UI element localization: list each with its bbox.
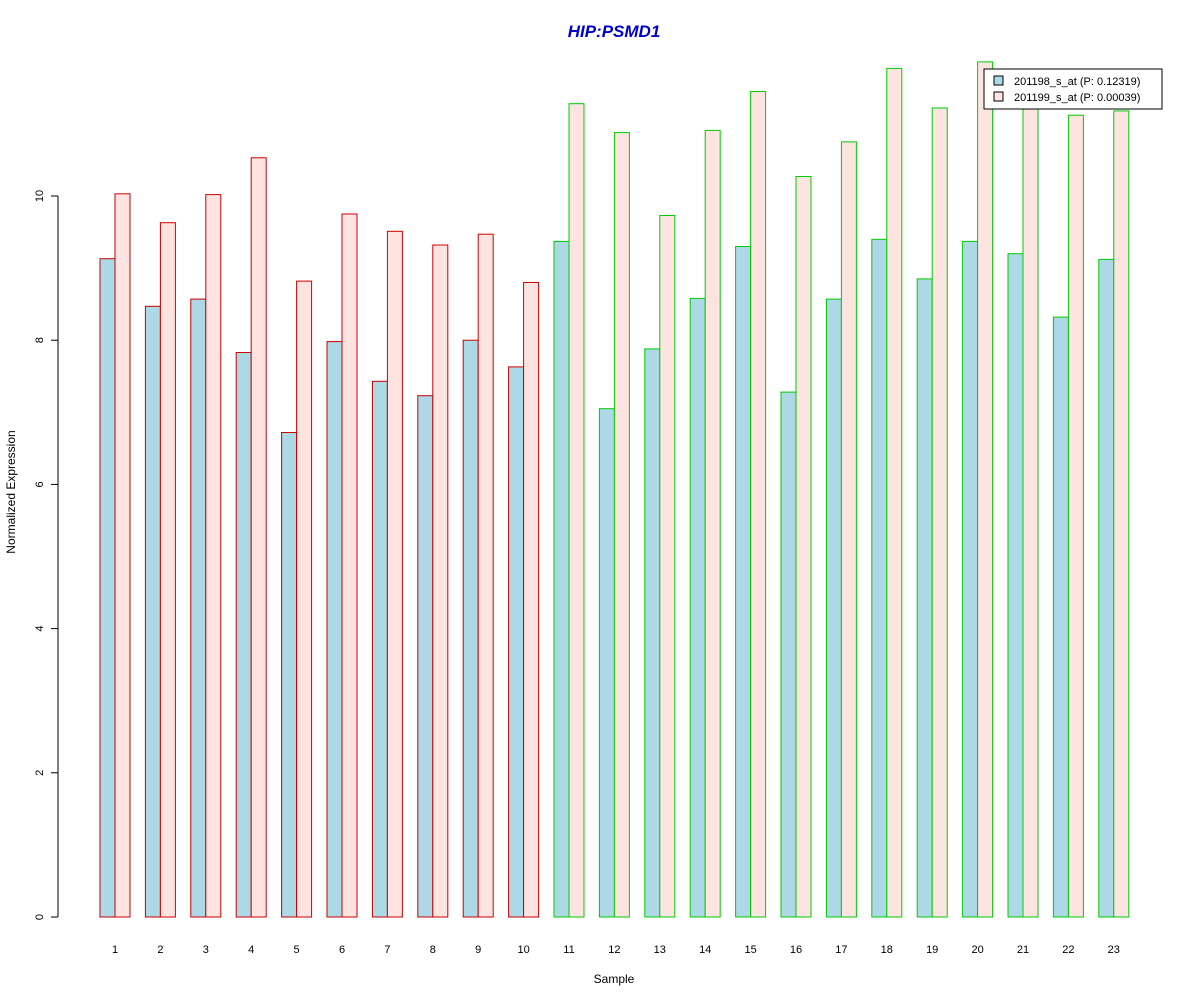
bar-sample-19-series-1: [916, 278, 933, 918]
y-axis-title: Normalized Expression: [4, 430, 18, 553]
bar-sample-11-series-2: [568, 103, 585, 918]
bar-sample-20-series-2: [977, 61, 994, 918]
x-tick-label-9: 9: [475, 944, 481, 956]
bar-sample-5-series-1: [281, 432, 298, 918]
y-tick-label-0: 0: [34, 914, 46, 920]
x-tick-label-12: 12: [608, 944, 620, 956]
bar-sample-2-series-2: [159, 222, 176, 918]
legend-label-1: 201198_s_at (P: 0.12319): [1014, 76, 1140, 88]
x-tick-label-22: 22: [1062, 944, 1074, 956]
x-tick-label-7: 7: [384, 944, 390, 956]
legend-label-2: 201199_s_at (P: 0.00039): [1014, 92, 1140, 104]
bar-sample-13-series-2: [659, 215, 676, 918]
bar-sample-6-series-2: [341, 213, 358, 918]
bar-sample-10-series-2: [523, 282, 540, 918]
bar-sample-18-series-1: [871, 238, 888, 918]
x-tick-label-8: 8: [430, 944, 436, 956]
bar-sample-21-series-1: [1007, 253, 1024, 918]
bar-sample-7-series-1: [371, 380, 388, 918]
x-tick-label-16: 16: [790, 944, 802, 956]
x-tick-label-3: 3: [203, 944, 209, 956]
x-tick-label-10: 10: [517, 944, 529, 956]
x-tick-label-2: 2: [157, 944, 163, 956]
bar-sample-16-series-1: [780, 391, 797, 918]
bar-sample-17-series-1: [825, 298, 842, 918]
bar-sample-1-series-1: [99, 258, 116, 918]
legend: 201198_s_at (P: 0.12319) 201199_s_at (P: …: [983, 68, 1163, 110]
bar-sample-16-series-2: [795, 176, 812, 918]
x-tick-label-17: 17: [835, 944, 847, 956]
bar-sample-23-series-1: [1098, 258, 1115, 918]
bar-sample-14-series-2: [704, 129, 721, 918]
x-tick-label-11: 11: [563, 944, 574, 956]
bar-sample-12-series-2: [613, 132, 630, 918]
y-tick-label-8: 8: [34, 337, 46, 343]
y-tick-label-4: 4: [34, 626, 46, 632]
bar-sample-15-series-1: [735, 246, 752, 918]
legend-box: [983, 68, 1163, 110]
y-tick-label-6: 6: [34, 481, 46, 487]
bar-sample-2-series-1: [144, 305, 161, 918]
bar-sample-12-series-1: [598, 408, 615, 918]
bar-sample-3-series-2: [205, 194, 222, 918]
bar-sample-10-series-1: [508, 366, 525, 918]
bar-sample-8-series-1: [417, 395, 434, 918]
bar-sample-20-series-1: [962, 240, 979, 918]
bar-sample-18-series-2: [886, 67, 903, 918]
bar-sample-5-series-2: [296, 280, 313, 918]
y-axis: 0 2 4 6 8 10: [34, 190, 59, 920]
bar-sample-13-series-1: [644, 348, 661, 918]
bar-sample-6-series-1: [326, 341, 343, 918]
x-tick-label-14: 14: [699, 944, 711, 956]
x-tick-label-6: 6: [339, 944, 345, 956]
bar-sample-17-series-2: [840, 141, 857, 918]
x-tick-label-15: 15: [744, 944, 756, 956]
bar-sample-15-series-2: [750, 91, 767, 918]
bar-sample-1-series-2: [114, 193, 131, 918]
bars-group: [99, 61, 1130, 918]
bar-sample-19-series-2: [931, 107, 948, 918]
legend-swatch-2: [993, 91, 1004, 102]
x-tick-label-19: 19: [926, 944, 938, 956]
bar-sample-22-series-2: [1067, 114, 1084, 918]
y-tick-label-2: 2: [34, 770, 46, 776]
x-tick-label-20: 20: [971, 944, 983, 956]
x-tick-label-5: 5: [294, 944, 300, 956]
bar-sample-9-series-1: [462, 339, 479, 918]
bar-sample-3-series-1: [190, 298, 207, 918]
bar-sample-21-series-2: [1022, 103, 1039, 918]
bar-sample-4-series-1: [235, 352, 252, 918]
bar-sample-4-series-2: [250, 157, 267, 918]
y-tick-label-10: 10: [34, 190, 46, 202]
x-tick-label-4: 4: [248, 944, 254, 956]
x-axis-title: Sample: [594, 972, 635, 986]
bar-sample-7-series-2: [386, 230, 403, 918]
legend-swatch-1: [993, 75, 1004, 86]
x-tick-label-18: 18: [881, 944, 893, 956]
x-tick-label-13: 13: [654, 944, 666, 956]
x-axis-labels: 1 2 3 4 5 6 7 8 9 10 11 12 13 14 15 16 17 18 19 20 21 22 23: [112, 944, 1120, 956]
x-tick-label-21: 21: [1017, 944, 1029, 956]
bar-sample-9-series-2: [477, 233, 494, 918]
bar-sample-11-series-1: [553, 240, 570, 918]
bar-sample-14-series-1: [689, 297, 706, 918]
bar-sample-8-series-2: [432, 244, 449, 918]
x-tick-label-1: 1: [112, 944, 118, 956]
chart-title: HIP:PSMD1: [568, 22, 661, 41]
bar-sample-23-series-2: [1113, 110, 1130, 918]
bar-sample-22-series-1: [1052, 316, 1069, 918]
x-tick-label-23: 23: [1108, 944, 1120, 956]
